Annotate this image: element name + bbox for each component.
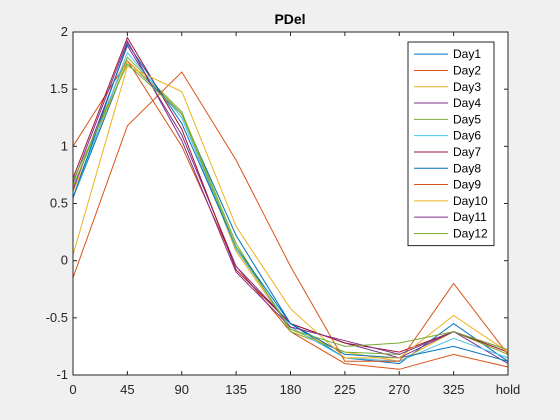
legend-label-day8: Day8 <box>453 161 481 175</box>
legend-label-day4: Day4 <box>453 96 481 110</box>
series-line-day11 <box>72 39 509 355</box>
y-tick-label: 0 <box>61 253 68 268</box>
legend-label-day7: Day7 <box>453 145 481 159</box>
legend-label-day6: Day6 <box>453 129 481 143</box>
y-tick-label: -0.5 <box>46 310 68 325</box>
legend-box <box>407 41 495 247</box>
legend-label-day12: Day12 <box>453 226 488 240</box>
series-layer <box>72 36 509 370</box>
legend-label-day2: Day2 <box>453 63 481 77</box>
x-tick-label: 135 <box>225 382 247 397</box>
legend-label-day1: Day1 <box>453 47 481 61</box>
legend-label-day5: Day5 <box>453 112 481 126</box>
x-tick-label: 180 <box>280 382 302 397</box>
series-line-day12 <box>72 63 509 351</box>
series-line-day8 <box>72 42 509 362</box>
x-tick-label: 45 <box>120 382 134 397</box>
x-tick-label: 90 <box>175 382 189 397</box>
legend-label-day9: Day9 <box>453 178 481 192</box>
chart-title: PDel <box>274 11 305 27</box>
y-tick-label: -1 <box>56 367 68 382</box>
y-tick-label: 0.5 <box>50 196 68 211</box>
legend-label-day3: Day3 <box>453 80 481 94</box>
x-tick-label: 225 <box>334 382 356 397</box>
y-tick-label: 1 <box>61 138 68 153</box>
x-tick-label: hold <box>496 382 521 397</box>
y-tick-label: 1.5 <box>50 81 68 96</box>
x-tick-label: 270 <box>388 382 410 397</box>
legend-label-day11: Day11 <box>453 210 487 224</box>
axes-layer: 0 45 90 135 180 225 270 325 hold -1 -0.5 0 0.5 1 1.5 2 <box>46 24 521 397</box>
series-line-day9 <box>72 71 509 362</box>
x-tick-label: 0 <box>69 382 76 397</box>
x-tick-label: 325 <box>443 382 465 397</box>
legend: Day1 Day2 Day3 Day4 Day5 Day6 Day7 Day8 Day9 Day1… <box>407 41 495 247</box>
y-tick-label: 2 <box>61 24 68 39</box>
legend-label-day10: Day10 <box>453 194 488 208</box>
